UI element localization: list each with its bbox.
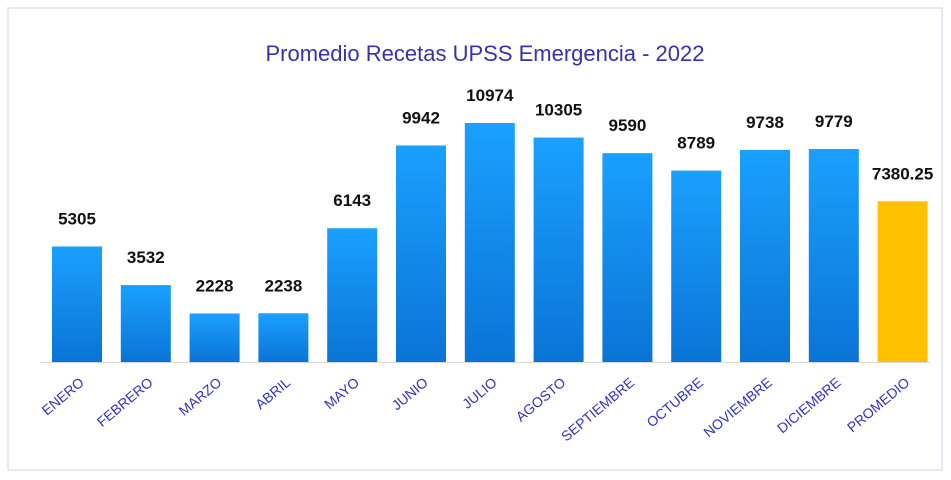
data-label: 3532: [127, 248, 165, 267]
chart-title: Promedio Recetas UPSS Emergencia - 2022: [266, 41, 705, 66]
bar: [464, 123, 515, 362]
data-label: 7380.25: [872, 164, 933, 183]
data-label: 8789: [677, 134, 715, 153]
data-label: 9738: [746, 113, 784, 132]
bar: [189, 313, 240, 362]
data-label: 9942: [402, 108, 440, 127]
bar: [52, 246, 102, 362]
bar: [808, 149, 859, 362]
data-label: 6143: [333, 191, 371, 210]
data-label: 9779: [815, 112, 853, 131]
bar: [396, 145, 446, 362]
bar: [671, 170, 722, 362]
bar: [258, 313, 309, 362]
data-label: 10305: [535, 101, 582, 120]
bar: [533, 137, 584, 362]
bar: [602, 153, 653, 362]
bar: [740, 149, 790, 362]
bar: [327, 228, 378, 362]
data-label: 10974: [466, 86, 514, 105]
data-label: 2228: [196, 276, 234, 295]
data-label: 5305: [58, 209, 96, 228]
bar: [877, 201, 928, 362]
data-label: 9590: [608, 116, 646, 135]
data-label: 2238: [264, 276, 302, 295]
bar: [120, 285, 171, 362]
